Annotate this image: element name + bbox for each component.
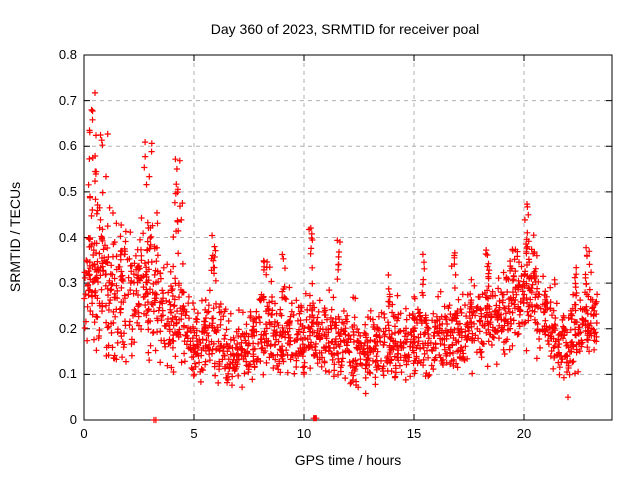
y-tick-label: 0 <box>70 412 77 427</box>
y-tick-label: 0.8 <box>59 47 77 62</box>
grid-lines <box>84 55 612 420</box>
scatter-points <box>81 89 601 424</box>
x-tick-label: 10 <box>297 426 311 441</box>
plot-border <box>83 54 613 421</box>
y-tick-label: 0.6 <box>59 138 77 153</box>
x-tick-label: 5 <box>190 426 197 441</box>
y-tick-label: 0.1 <box>59 366 77 381</box>
y-axis-label: SRMTID / TECUs <box>7 182 23 292</box>
y-tick-label: 0.7 <box>59 93 77 108</box>
y-tick-labels: 0 0.1 0.2 0.3 0.4 0.5 0.6 0.7 0.8 <box>59 47 77 427</box>
x-axis-label: GPS time / hours <box>295 452 402 468</box>
y-tick-label: 0.5 <box>59 184 77 199</box>
x-tick-labels: 0 5 10 15 20 <box>80 426 531 441</box>
y-tick-label: 0.3 <box>59 275 77 290</box>
x-tick-label: 15 <box>407 426 421 441</box>
x-tick-label: 20 <box>517 426 531 441</box>
chart-title: Day 360 of 2023, SRMTID for receiver poa… <box>211 21 479 37</box>
y-tick-label: 0.4 <box>59 230 77 245</box>
y-tick-label: 0.2 <box>59 321 77 336</box>
x-tick-label: 0 <box>80 426 87 441</box>
